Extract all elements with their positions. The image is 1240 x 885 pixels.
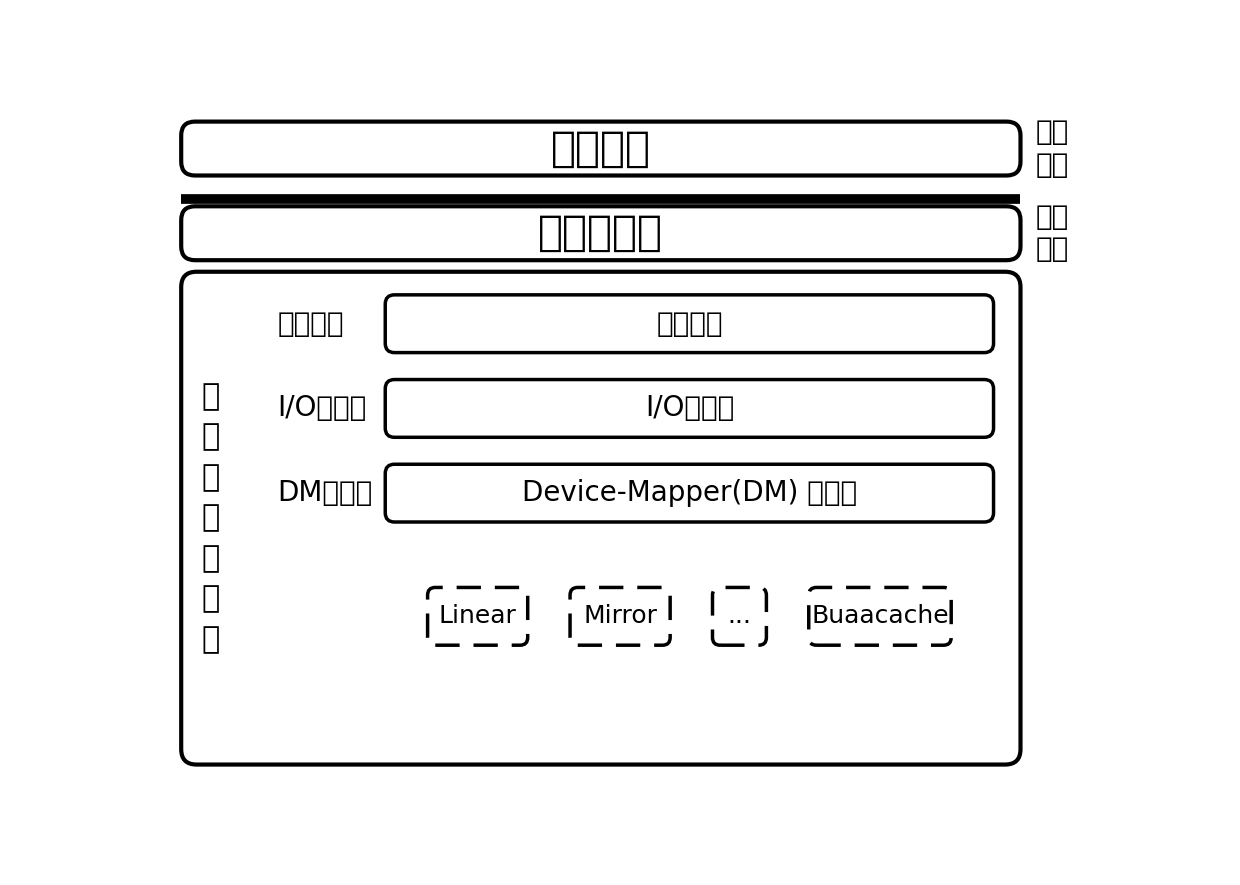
FancyBboxPatch shape — [181, 272, 1021, 765]
Text: 块
设
备
角
子
系
统: 块 设 备 角 子 系 统 — [201, 382, 219, 654]
FancyBboxPatch shape — [386, 465, 993, 522]
Text: 内核
空间: 内核 空间 — [1035, 203, 1069, 264]
FancyBboxPatch shape — [713, 588, 766, 645]
Text: Device-Mapper(DM) 驱动层: Device-Mapper(DM) 驱动层 — [522, 479, 857, 507]
Text: Mirror: Mirror — [583, 604, 657, 628]
Text: I/O调度层: I/O调度层 — [645, 395, 734, 422]
Text: 用户
空间: 用户 空间 — [1035, 119, 1069, 179]
Text: Linear: Linear — [439, 604, 517, 628]
FancyBboxPatch shape — [181, 121, 1021, 175]
Text: 通用块层: 通用块层 — [278, 310, 343, 338]
FancyBboxPatch shape — [570, 588, 670, 645]
Text: I/O调度层: I/O调度层 — [278, 395, 367, 422]
FancyBboxPatch shape — [428, 588, 528, 645]
FancyBboxPatch shape — [386, 295, 993, 352]
Text: ...: ... — [728, 604, 751, 628]
Text: Buaacache: Buaacache — [811, 604, 949, 628]
FancyBboxPatch shape — [181, 206, 1021, 260]
FancyBboxPatch shape — [808, 588, 951, 645]
FancyBboxPatch shape — [386, 380, 993, 437]
Text: 上层应用: 上层应用 — [551, 127, 651, 170]
Text: DM驱动层: DM驱动层 — [278, 479, 373, 507]
Text: 文件系统层: 文件系统层 — [538, 212, 663, 254]
Text: 通用块层: 通用块层 — [656, 310, 723, 338]
